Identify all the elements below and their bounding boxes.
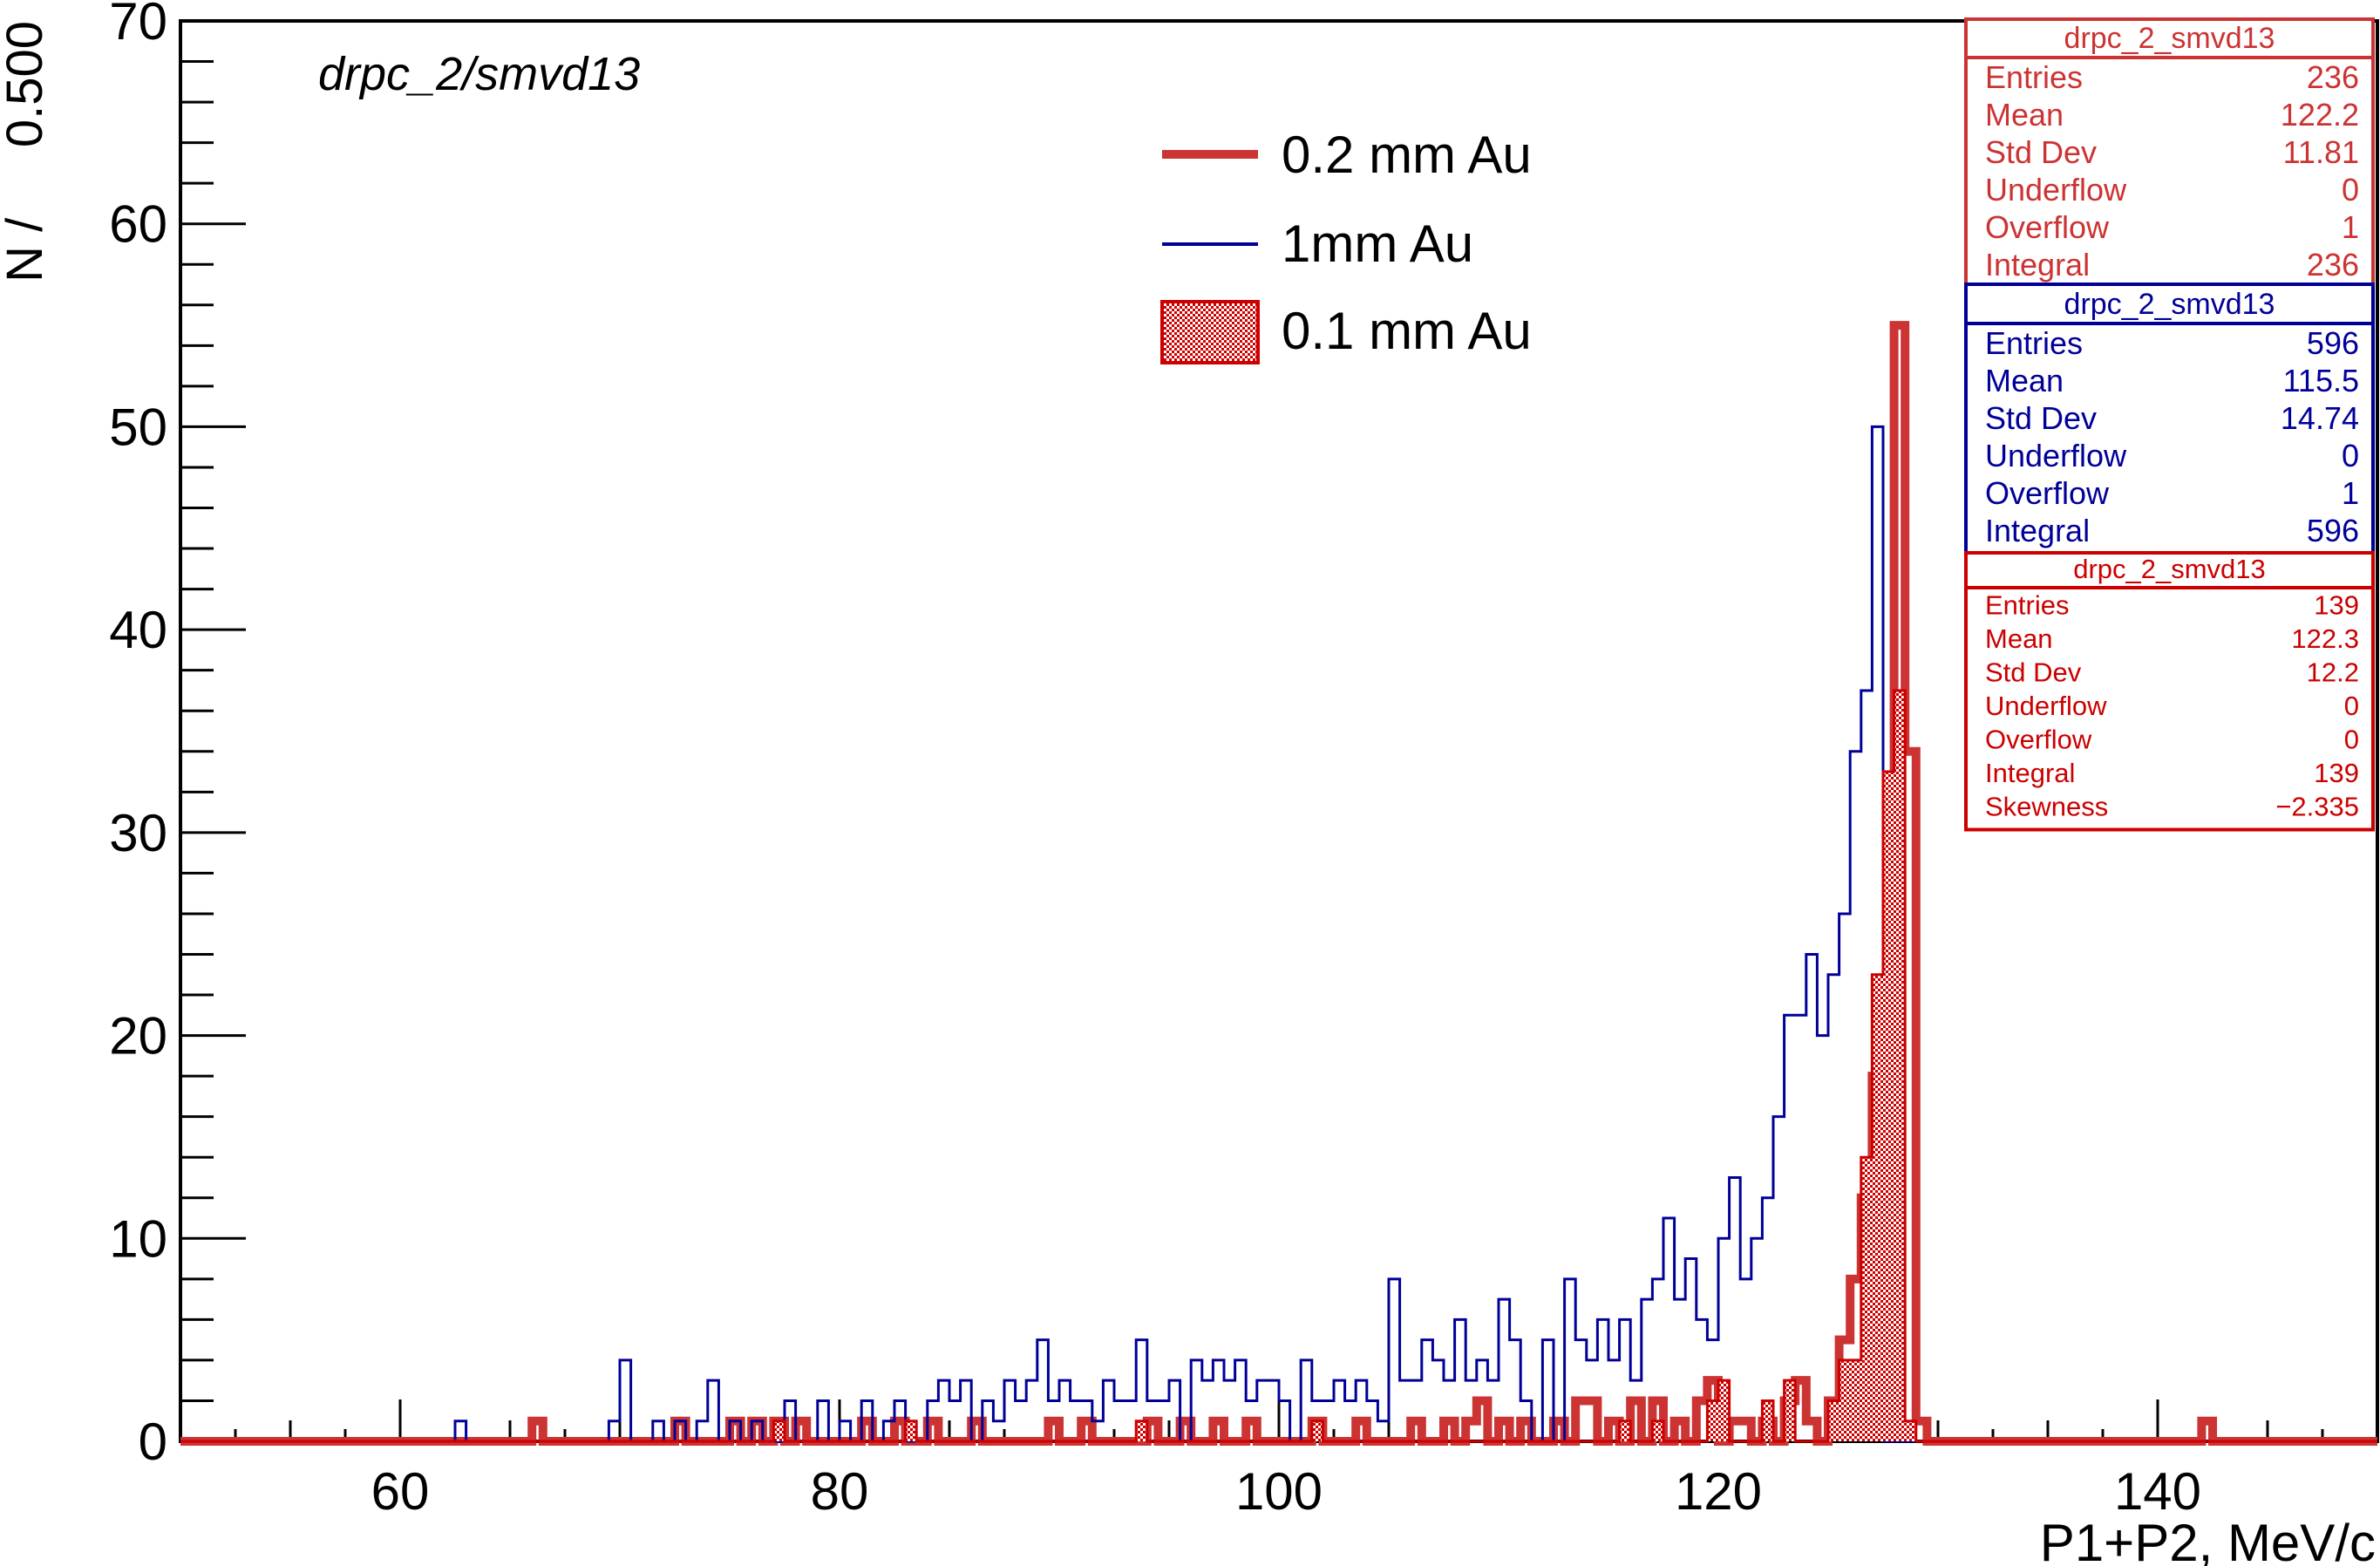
stats-row-value: 596	[2307, 325, 2359, 361]
legend: 0.2 mm Au 1mm Au 0.1 mm Au	[1160, 126, 1532, 364]
y-tick-label: 20	[109, 1007, 167, 1066]
x-tick-labels: 60 80 100 120 140	[371, 1462, 2201, 1521]
stats-row-label: Integral	[1985, 758, 2075, 788]
stats-row-value: 1	[2342, 209, 2359, 245]
legend-label-0-2mm: 0.2 mm Au	[1282, 126, 1532, 184]
x-tick-label: 80	[811, 1462, 869, 1521]
stats-box-title: drpc_2_smvd13	[2064, 288, 2275, 321]
y-tick-label: 50	[109, 398, 167, 456]
stats-row-value: −2.335	[2275, 792, 2359, 822]
stats-row-value: 596	[2307, 513, 2359, 548]
legend-swatch-0-1mm	[1160, 300, 1260, 364]
stats-row-label: Std Dev	[1985, 400, 2097, 436]
stats-row-value: 0	[2342, 438, 2359, 473]
y-tick-labels: 0 10 20 30 40 50 60 70	[109, 0, 167, 1471]
stats-row-label: Integral	[1985, 247, 2090, 283]
x-tick-label: 100	[1235, 1462, 1323, 1521]
stats-row-label: Mean	[1985, 623, 2053, 654]
stats-row-label: Mean	[1985, 363, 2064, 398]
stats-row-label: Underflow	[1985, 691, 2107, 721]
y-tick-label: 10	[109, 1209, 167, 1268]
stats-row-label: Mean	[1985, 97, 2064, 133]
stats-row-label: Underflow	[1985, 438, 2127, 473]
stats-row-value: 14.74	[2281, 400, 2359, 436]
stats-row-label: Entries	[1985, 59, 2083, 95]
stats-row-label: Underflow	[1985, 172, 2127, 208]
x-tick-label: 60	[371, 1462, 430, 1521]
stats-row-value: 1	[2342, 475, 2359, 511]
x-tick-label: 140	[2114, 1462, 2201, 1521]
legend-label-0-1mm: 0.1 mm Au	[1282, 302, 1532, 360]
stats-box-title: drpc_2_smvd13	[2073, 554, 2266, 584]
stats-row-value: 122.2	[2281, 97, 2359, 133]
y-tick-label: 60	[109, 195, 167, 254]
stats-row-label: Entries	[1985, 325, 2083, 361]
y-tick-label: 0	[139, 1413, 167, 1471]
stats-row-value: 12.2	[2307, 657, 2359, 688]
stats-row-label: Overflow	[1985, 209, 2110, 245]
stats-row-value: 0	[2344, 725, 2359, 755]
chart-title: drpc_2/smvd13	[318, 48, 640, 100]
stats-row-value: 11.81	[2283, 134, 2359, 170]
stats-row-label: Overflow	[1985, 725, 2092, 755]
x-axis-label: P1+P2, MeV/c	[2040, 1514, 2376, 1566]
stats-row-label: Skewness	[1985, 792, 2108, 822]
stats-row-value: 115.5	[2283, 363, 2359, 398]
stats-row-value: 0	[2342, 172, 2359, 208]
series-line	[180, 689, 2377, 1443]
stats-box: drpc_2_smvd13 Entries 236 Mean 122.2 Std Dev 1…	[1964, 17, 2375, 291]
y-axis-label: N / 0.500	[0, 21, 53, 283]
stats-row-value: 236	[2307, 247, 2359, 283]
y-tick-label: 30	[109, 804, 167, 862]
stats-row-label: Std Dev	[1985, 134, 2097, 170]
series-layer	[180, 321, 2377, 1446]
stats-row-value: 0	[2344, 691, 2359, 721]
stats-row-label: Overflow	[1985, 475, 2110, 511]
stats-row-value: 139	[2314, 758, 2359, 788]
stats-row-value: 122.3	[2291, 623, 2359, 654]
stats-row-value: 139	[2314, 590, 2359, 621]
stats-box-frame	[1964, 283, 2375, 557]
x-tick-label: 120	[1675, 1462, 1762, 1521]
series-0-1-mm-au	[180, 689, 2377, 1443]
stats-row-label: Entries	[1985, 590, 2069, 621]
stats-box-title: drpc_2_smvd13	[2064, 22, 2275, 55]
y-tick-label: 70	[109, 0, 167, 51]
legend-label-1mm: 1mm Au	[1282, 214, 1473, 273]
stats-box-frame	[1964, 551, 2375, 832]
stats-row-label: Integral	[1985, 513, 2090, 548]
y-tick-label: 40	[109, 601, 167, 659]
stats-row-label: Std Dev	[1985, 657, 2082, 688]
stats-row-value: 236	[2307, 59, 2359, 95]
stats-box: drpc_2_smvd13 Entries 596 Mean 115.5 Std Dev 1…	[1964, 283, 2375, 557]
